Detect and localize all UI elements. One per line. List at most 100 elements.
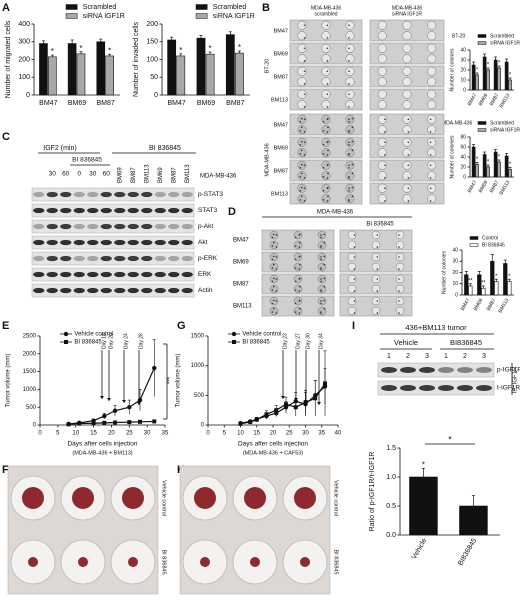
subtitle: (MDA-MB-436 + BM113) xyxy=(72,450,132,456)
bar xyxy=(205,53,215,96)
colony xyxy=(351,140,354,143)
band xyxy=(381,385,397,391)
colony xyxy=(320,234,322,236)
colony xyxy=(271,267,274,269)
lane-label: 2 xyxy=(463,353,467,360)
row-label: p-STAT3 xyxy=(198,191,223,198)
band xyxy=(476,367,492,373)
group-label: MDA-MB-436 xyxy=(264,143,270,176)
well xyxy=(321,148,331,158)
error-bar xyxy=(41,40,45,44)
y-axis-label: Number of migrated cells xyxy=(5,20,12,98)
plate xyxy=(289,42,363,65)
band xyxy=(60,239,72,246)
colony xyxy=(299,285,301,288)
y-tick-label: 400 xyxy=(18,21,30,28)
well xyxy=(293,306,303,316)
colony xyxy=(429,141,432,144)
colony xyxy=(353,234,356,236)
colony xyxy=(351,163,354,166)
bar xyxy=(486,69,490,91)
point xyxy=(303,400,308,405)
colony xyxy=(300,149,303,152)
day-annotation: Day 34 xyxy=(318,333,324,349)
band xyxy=(154,191,166,198)
well xyxy=(427,125,437,135)
well xyxy=(321,43,331,53)
colony xyxy=(275,268,278,270)
band xyxy=(181,223,193,230)
x-tick-label: BM113 xyxy=(497,297,510,314)
well xyxy=(377,54,387,64)
y-tick-label: 1000 xyxy=(23,387,37,393)
well xyxy=(427,20,437,30)
point xyxy=(264,412,269,417)
error-bar xyxy=(170,36,174,40)
well xyxy=(377,137,387,147)
well xyxy=(345,54,355,64)
point xyxy=(313,396,318,401)
bar xyxy=(459,505,488,536)
lane-label: BM87 xyxy=(171,167,177,183)
significance: * xyxy=(79,44,82,53)
legend-label: Scrambled xyxy=(490,33,514,39)
point xyxy=(323,381,327,386)
colony xyxy=(398,290,400,292)
point xyxy=(152,419,157,424)
point xyxy=(274,408,279,413)
error-bar xyxy=(468,283,472,286)
x-tick-label: BM47 xyxy=(467,92,479,107)
band xyxy=(87,271,99,278)
plate xyxy=(369,136,445,159)
x-tick-label: BM47 xyxy=(39,100,57,107)
point xyxy=(102,420,107,425)
well xyxy=(377,194,387,204)
band xyxy=(114,207,126,214)
legend-label: Control xyxy=(482,235,498,241)
well xyxy=(402,114,412,124)
band xyxy=(438,367,454,373)
band xyxy=(181,255,193,262)
colony xyxy=(320,267,322,269)
group-label: BI836845 xyxy=(450,338,482,347)
colony xyxy=(320,311,322,313)
plate xyxy=(369,65,445,88)
plate xyxy=(369,113,445,136)
y-tick-label: 30 xyxy=(460,57,466,63)
colony xyxy=(271,236,274,239)
colony xyxy=(326,37,329,39)
colony xyxy=(320,278,322,280)
colony xyxy=(348,24,350,27)
y-tick-label: 200 xyxy=(18,56,30,63)
bar xyxy=(471,64,476,91)
band xyxy=(114,287,126,294)
plate xyxy=(261,273,335,295)
bar xyxy=(96,41,106,96)
y-tick-label: 80 xyxy=(460,134,466,140)
significance: * xyxy=(448,434,452,444)
plate xyxy=(261,295,335,317)
well xyxy=(377,160,387,170)
error-bar xyxy=(486,164,490,167)
x-tick-label: BM87 xyxy=(226,100,244,107)
colony xyxy=(300,195,303,198)
y-tick-label: 0 xyxy=(463,174,466,180)
colony xyxy=(303,106,306,108)
y-tick-label: 0 xyxy=(463,87,466,93)
legend-label: Vehicle control xyxy=(74,332,113,338)
well xyxy=(377,114,387,124)
blot-strip xyxy=(31,187,195,202)
colony xyxy=(384,187,386,190)
colony xyxy=(348,120,350,123)
tumor xyxy=(122,487,144,509)
colony xyxy=(299,299,301,302)
error-bar xyxy=(483,53,487,57)
band xyxy=(181,287,193,294)
lane-label: 3 xyxy=(425,353,429,360)
colony xyxy=(300,172,303,175)
error-bar xyxy=(70,39,74,44)
colony xyxy=(376,246,379,248)
well xyxy=(377,20,387,30)
x-tick-label: 5 xyxy=(56,431,60,437)
colony xyxy=(398,234,400,236)
